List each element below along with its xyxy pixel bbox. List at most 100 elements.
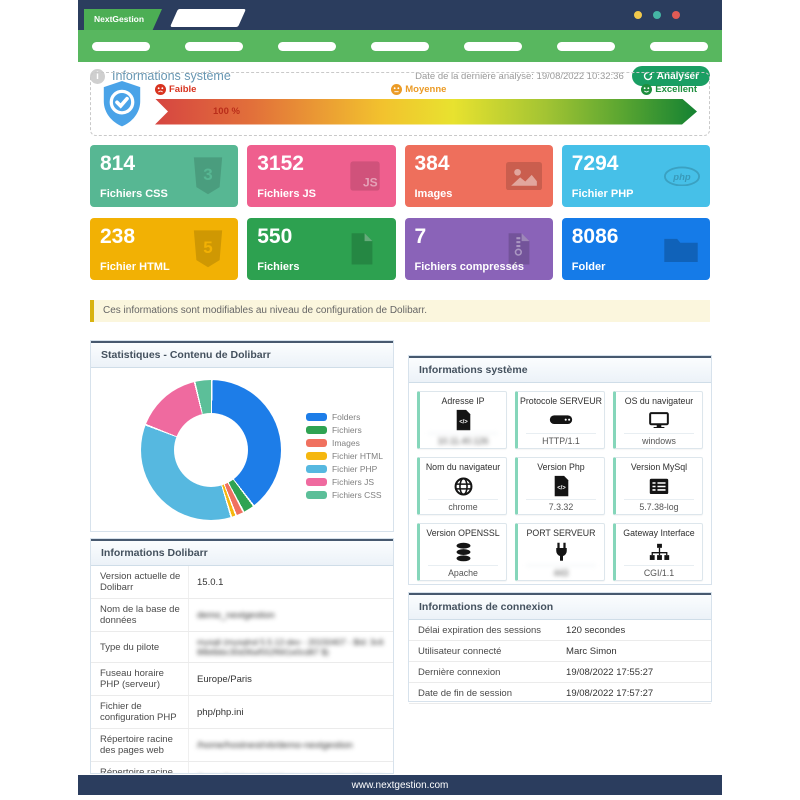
legend-swatch	[305, 478, 327, 486]
main-menubar	[78, 30, 722, 62]
legend-swatch	[305, 426, 327, 434]
file-icon	[351, 233, 372, 265]
system-card-gateway-interface: Gateway Interface CGI/1.1	[613, 523, 703, 581]
table-row: Dernière connexion 19/08/2022 17:55:27	[409, 662, 711, 683]
globe-icon	[454, 477, 472, 495]
monitor-icon	[649, 411, 669, 429]
dot-teal-icon	[653, 11, 661, 19]
folder-icon	[664, 238, 698, 262]
svg-text:</>: </>	[459, 419, 468, 425]
dot-red-icon	[672, 11, 680, 19]
php-logo-icon: php	[663, 166, 701, 186]
gauge-labels: Faible Moyenne Excellent	[155, 83, 697, 95]
stat-card-images: 384 Images	[404, 145, 553, 207]
brand-tab: NextGestion	[84, 9, 162, 30]
legend-swatch	[305, 465, 327, 473]
table-row: Répertoire racine des pages web/home/hos…	[91, 729, 393, 762]
config-note: Ces informations sont modifiables au niv…	[90, 300, 710, 322]
legend-item: Fichier HTML	[305, 451, 383, 461]
gauge-label-high: Excellent	[641, 83, 697, 95]
table-row: Répertoire racine des fichiers de donnée…	[91, 762, 393, 773]
sad-face-icon	[155, 83, 166, 95]
chart-legend: Folders Fichiers Images Fichier HTML Fic…	[305, 412, 383, 500]
ghost-tab	[169, 9, 247, 27]
connexion-table: Délai expiration des sessions 120 seconde…	[409, 620, 711, 704]
stat-card-fichier-html: 238 Fichier HTML 5	[90, 218, 239, 280]
table-row: Utilisateur connecté Marc Simon	[409, 641, 711, 662]
system-card-grid: Adresse IP </> 10.11.40.126 Protocole SE…	[409, 383, 711, 589]
gauge-value: 100 %	[213, 105, 240, 117]
system-card-port-serveur: PORT SERVEUR 443	[515, 523, 605, 581]
system-card-os-navigateur: OS du navigateur windows	[613, 391, 703, 449]
shield-check-icon	[103, 81, 141, 127]
system-card-version-openssl: Version OPENSSL Apache	[417, 523, 507, 581]
traffic-dots	[634, 11, 680, 19]
legend-item: Folders	[305, 412, 383, 422]
nav-menu-item[interactable]	[92, 41, 150, 51]
stats-panel-title: Statistiques - Contenu de Dolibarr	[91, 341, 393, 368]
happy-face-icon	[641, 83, 653, 95]
table-list-icon	[649, 478, 669, 494]
plug-icon	[555, 543, 567, 561]
nav-menu-item[interactable]	[557, 41, 615, 51]
footer-link[interactable]: www.nextgestion.com	[351, 780, 449, 791]
gauge-label-mid: Moyenne	[391, 83, 446, 95]
nav-menu-item[interactable]	[185, 41, 243, 51]
stat-card-grid: 814 Fichiers CSS 3 3152 Fichiers JS JS 3…	[90, 145, 710, 280]
legend-swatch	[305, 491, 327, 499]
gauge-label-low: Faible	[155, 83, 196, 95]
footer-bar: www.nextgestion.com	[78, 775, 722, 795]
legend-swatch	[305, 439, 327, 447]
file-code-icon: </>	[456, 409, 470, 431]
svg-text:JS: JS	[362, 176, 377, 190]
legend-swatch	[305, 452, 327, 460]
health-gauge-panel: Faible Moyenne Excellent 100 %	[90, 72, 710, 136]
server-icon	[549, 415, 573, 425]
system-panel-title: Informations système	[409, 356, 711, 383]
table-row: Fichier de configuration PHP php/php.ini	[91, 696, 393, 729]
system-card-nom-navigateur: Nom du navigateur chrome	[417, 457, 507, 515]
stat-card-fichiers-css: 814 Fichiers CSS 3	[90, 145, 239, 207]
gauge-gradient-bar: 100 %	[155, 99, 697, 125]
stat-card-fichiers: 550 Fichiers	[247, 218, 396, 280]
svg-text:3: 3	[204, 165, 213, 184]
css3-shield-icon: 3	[194, 157, 223, 195]
neutral-face-icon	[391, 83, 403, 95]
dot-yellow-icon	[634, 11, 642, 19]
system-panel: Informations système Adresse IP </> 10.1…	[408, 355, 712, 585]
app-window: NextGestion i Informations système Date …	[78, 0, 722, 800]
stat-card-folder: 8086 Folder	[561, 218, 710, 280]
table-row: Fuseau horaire PHP (serveur) Europe/Paris	[91, 663, 393, 696]
dolibarr-table: Version actuelle de Dolibarr 15.0.1 Nom d…	[91, 566, 393, 773]
stat-card-fichiers-js: 3152 Fichiers JS JS	[247, 145, 396, 207]
svg-text:php: php	[672, 172, 691, 183]
system-card-version-php: Version Php </> 7.3.32	[515, 457, 605, 515]
legend-item: Images	[305, 438, 383, 448]
zip-file-icon	[508, 233, 530, 265]
table-row: Nom de la base de données demo_nextgestio…	[91, 599, 393, 632]
legend-swatch	[305, 413, 327, 421]
database-icon	[456, 542, 470, 562]
donut-pie	[141, 380, 281, 520]
donut-chart: Folders Fichiers Images Fichier HTML Fic…	[91, 368, 393, 532]
stat-card-fichier-php: 7294 Fichier PHP php	[561, 145, 710, 207]
table-row: Date de fin de session 19/08/2022 17:57:2…	[409, 683, 711, 704]
legend-item: Fichiers CSS	[305, 490, 383, 500]
system-card-version-mysql: Version MySql 5.7.38-log	[613, 457, 703, 515]
svg-text:</>: </>	[557, 485, 566, 491]
nav-menu-item[interactable]	[650, 41, 708, 51]
svg-text:5: 5	[204, 238, 213, 257]
last-analysis-date: Date de la dernière analyse: 19/08/2022 …	[415, 70, 624, 82]
nav-menu-item[interactable]	[278, 41, 336, 51]
table-row: Délai expiration des sessions 120 seconde…	[409, 620, 711, 641]
sitemap-icon	[649, 543, 669, 561]
js-square-icon: JS	[349, 161, 380, 191]
titlebar: NextGestion	[78, 0, 722, 30]
connexion-panel-title: Informations de connexion	[409, 593, 711, 620]
nav-menu-item[interactable]	[464, 41, 522, 51]
system-card-protocole-serveur: Protocole SERVEUR HTTP/1.1	[515, 391, 605, 449]
legend-item: Fichier PHP	[305, 464, 383, 474]
nav-menu-item[interactable]	[371, 41, 429, 51]
file-code-icon: </>	[554, 475, 568, 497]
dolibarr-panel: Informations Dolibarr Version actuelle d…	[90, 538, 394, 774]
